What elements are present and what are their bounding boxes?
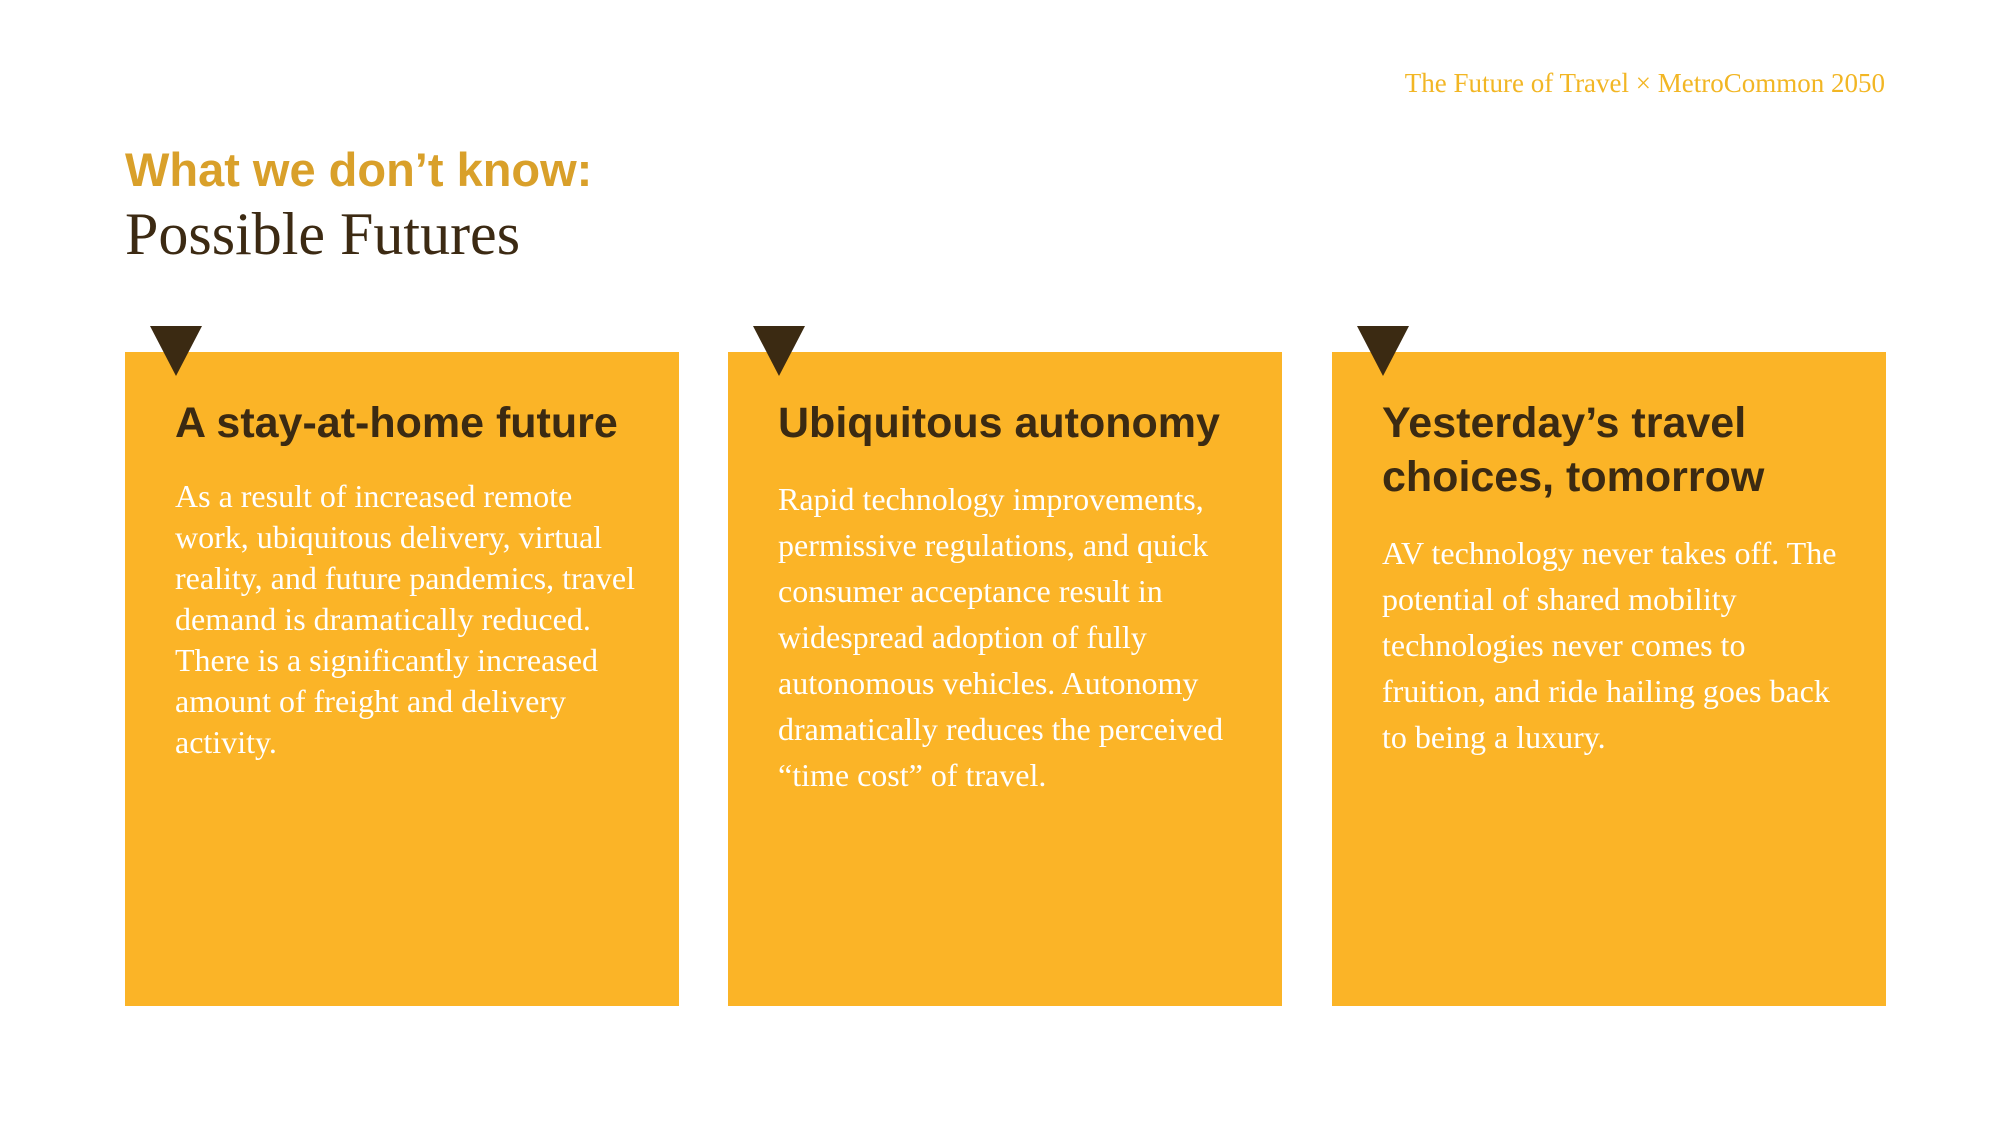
card-body: AV technology never takes off. The poten…: [1382, 535, 1837, 755]
triangle-marker-icon: [150, 326, 202, 376]
card-title: Ubiquitous autonomy: [778, 399, 1220, 447]
triangle-marker-icon: [1357, 326, 1409, 376]
header-credit: The Future of Travel × MetroCommon 2050: [1404, 68, 1885, 98]
triangle-marker-icon: [753, 326, 805, 376]
future-card-stay-at-home: A stay-at-home future As a result of inc…: [125, 326, 679, 1006]
card-title: Yesterday’s travel choices, tomorrow: [1382, 399, 1765, 501]
section-kicker: What we don’t know:: [125, 143, 593, 196]
card-body: As a result of increased remote work, ub…: [175, 478, 635, 760]
card-body: Rapid technology improvements, permissiv…: [778, 481, 1224, 793]
future-card-ubiquitous-autonomy: Ubiquitous autonomy Rapid technology imp…: [728, 326, 1282, 1006]
card-title: A stay-at-home future: [175, 399, 618, 447]
page-title: Possible Futures: [125, 201, 521, 267]
future-card-yesterdays-choices: Yesterday’s travel choices, tomorrow AV …: [1332, 326, 1886, 1006]
